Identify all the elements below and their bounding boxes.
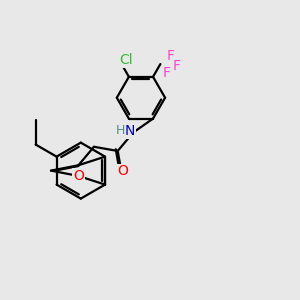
Text: F: F	[172, 58, 181, 73]
Text: O: O	[73, 169, 84, 183]
Text: F: F	[162, 66, 170, 80]
Text: H: H	[115, 124, 125, 137]
Text: Cl: Cl	[119, 53, 133, 68]
Text: O: O	[117, 164, 128, 178]
Text: F: F	[167, 49, 175, 63]
Text: N: N	[124, 124, 135, 138]
